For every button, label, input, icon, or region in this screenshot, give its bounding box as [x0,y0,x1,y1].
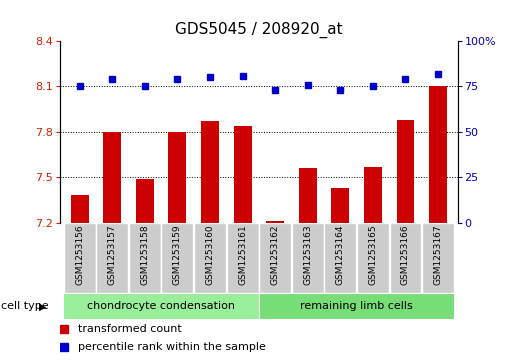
Bar [266,221,284,223]
Bar [234,126,252,223]
Bar [396,120,414,223]
Bar [422,223,454,293]
Text: GSM1253157: GSM1253157 [108,225,117,285]
Text: GSM1253162: GSM1253162 [271,225,280,285]
Text: GSM1253161: GSM1253161 [238,225,247,285]
Text: GSM1253160: GSM1253160 [206,225,214,285]
Title: GDS5045 / 208920_at: GDS5045 / 208920_at [175,22,343,38]
Bar [104,132,121,223]
Text: transformed count: transformed count [78,323,182,334]
Bar [299,168,317,223]
Text: remaining limb cells: remaining limb cells [300,301,413,311]
Text: GSM1253164: GSM1253164 [336,225,345,285]
Bar [194,223,226,293]
Bar [324,223,356,293]
Bar [96,223,128,293]
Text: GSM1253166: GSM1253166 [401,225,410,285]
Bar [64,223,96,293]
Bar [332,188,349,223]
Bar [292,223,324,293]
Bar [429,86,447,223]
Bar [136,179,154,223]
Text: percentile rank within the sample: percentile rank within the sample [78,342,266,352]
Text: GSM1253159: GSM1253159 [173,225,182,285]
Bar [129,223,161,293]
Text: ▶: ▶ [39,301,46,311]
Text: chondrocyte condensation: chondrocyte condensation [87,301,235,311]
Text: cell type: cell type [1,301,49,311]
Text: GSM1253156: GSM1253156 [75,225,84,285]
Bar [226,223,258,293]
Bar [162,223,194,293]
Bar [259,223,291,293]
Text: GSM1253158: GSM1253158 [140,225,150,285]
Text: GSM1253167: GSM1253167 [434,225,442,285]
Bar [201,121,219,223]
Text: GSM1253165: GSM1253165 [368,225,378,285]
Bar [63,293,259,319]
Text: GSM1253163: GSM1253163 [303,225,312,285]
Bar [390,223,422,293]
Bar [259,293,454,319]
Bar [71,195,89,223]
Bar [357,223,389,293]
Bar [168,132,186,223]
Bar [364,167,382,223]
